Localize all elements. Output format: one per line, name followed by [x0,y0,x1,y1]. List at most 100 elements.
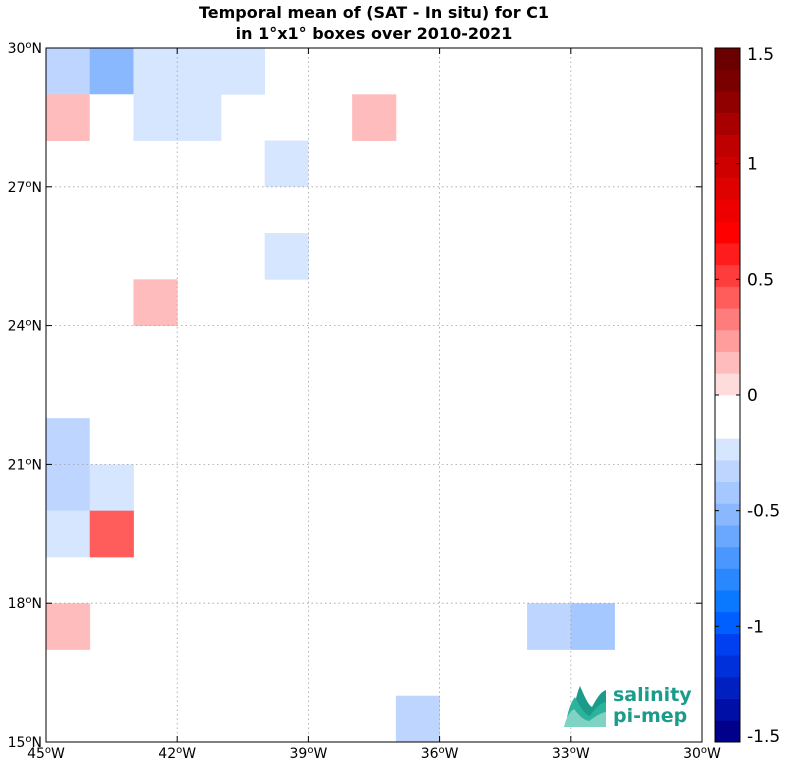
heatmap-cell [308,556,353,604]
heatmap-cell [614,233,659,280]
y-tick-label: 30oN [8,40,42,57]
x-tick-label: 39oW [290,745,328,762]
colorbar-segment [715,416,740,439]
heatmap-cell [133,649,178,697]
heatmap-cell [133,279,178,326]
y-tick-label: 21oN [8,456,42,473]
colorbar-segment [715,286,740,309]
heatmap-cell [264,556,309,604]
chart-title-line-2: in 1°x1° boxes over 2010-2021 [236,24,513,43]
colorbar-segment [715,351,740,374]
heatmap-cell [308,140,353,188]
logo-text-salinity: salinity [613,684,692,706]
x-tick-label: 36oW [421,745,459,762]
colorbar-tick-label: -1 [747,617,764,637]
heatmap-cell [395,695,440,743]
heatmap-cell [89,94,134,141]
heatmap-cell [220,371,266,419]
colorbar-segment [715,568,740,591]
heatmap-cell [89,464,134,512]
colorbar-segment [715,698,740,721]
chart-title-line-1: Temporal mean of (SAT - In situ) for C1 [199,3,549,22]
heatmap-cell [220,603,266,650]
colorbar-segment [715,308,740,331]
heatmap-cell [395,325,440,373]
colorbar-segment [715,329,740,352]
x-tick-labels: 45oW 42oW 39oW 36oW 33oW 30oW [27,745,721,762]
colorbar-segment [715,481,740,504]
colorbar-tick-labels: 1.5 1 0.5 0 -0.5 -1 -1.5 [747,45,780,747]
logo-text-pimep: pi-mep [613,705,687,727]
heatmap-cell [89,325,134,373]
y-tick-label: 27oN [8,179,42,196]
heatmap-cell [46,464,91,512]
y-tick-label: 15oN [8,734,42,751]
heatmap-cell [264,140,309,188]
heatmap-cell [177,603,222,650]
colorbar-segment [715,590,740,613]
colorbar-segment [715,546,740,569]
heatmap-cell [570,418,615,465]
heatmap-cell [527,603,572,650]
plot-frame [45,47,703,743]
heatmap-cell [177,94,222,141]
colorbar-segment [715,460,740,483]
heatmap-cell [570,325,615,373]
colorbar-segment [715,48,740,70]
colorbar-segment [715,720,740,743]
heatmap-cell [46,48,91,95]
colorbar-tick-label: -0.5 [747,502,780,522]
heatmap-cell [133,695,178,743]
axis-ticks [45,47,703,743]
heatmap-cell [133,48,178,95]
colorbar-tick-label: 0 [747,386,758,406]
heatmap-cell [220,48,266,95]
colorbar-tick-label: 0.5 [747,270,774,290]
colorbar-segment [715,221,740,244]
heatmap-cell [352,94,397,141]
colorbar-segment [715,373,740,396]
colorbar-segment [715,264,740,287]
heatmap-cell [46,510,91,558]
salinity-pimep-logo: salinity pi-mep [564,684,692,727]
heatmap-cell [89,510,134,558]
colorbar-segment [715,676,740,699]
colorbar-segment [715,113,740,136]
heatmap-cell [439,649,484,697]
heatmap-cell [395,418,440,465]
colorbar-tick-label: 1 [747,155,758,175]
colorbar-segment [715,611,740,634]
colorbar-tick-label: 1.5 [747,45,774,65]
heatmap-cell [264,233,309,280]
heatmap-cell [133,371,178,419]
colorbar-tick-label: -1.5 [747,727,780,747]
colorbar-segment [715,633,740,656]
heatmap-cell [177,48,222,95]
colorbar [714,47,741,743]
heatmap-cell [527,279,572,326]
heatmap-cell [264,186,309,234]
heatmap-cells [46,48,703,743]
colorbar-segment [715,395,740,417]
heatmap-cell [46,94,91,141]
heatmap-cell [658,140,703,188]
heatmap-cell [527,371,572,419]
colorbar-segment [715,655,740,678]
colorbar-segment [715,438,740,461]
colorbar-segment [715,178,740,201]
heatmap-cell [133,94,178,141]
heatmap-cell [570,603,615,650]
x-tick-label: 45oW [27,745,65,762]
heatmap-cell [46,603,91,650]
colorbar-segment [715,156,740,179]
heatmap-cell [352,371,397,419]
colorbar-segment [715,525,740,548]
heatmap-cell [89,418,134,465]
x-tick-label: 33oW [552,745,590,762]
x-tick-label: 30oW [683,745,721,762]
logo-wave-front [564,709,606,727]
heatmap-cell [89,48,134,95]
heatmap-cell [177,371,222,419]
colorbar-segment [715,503,740,526]
